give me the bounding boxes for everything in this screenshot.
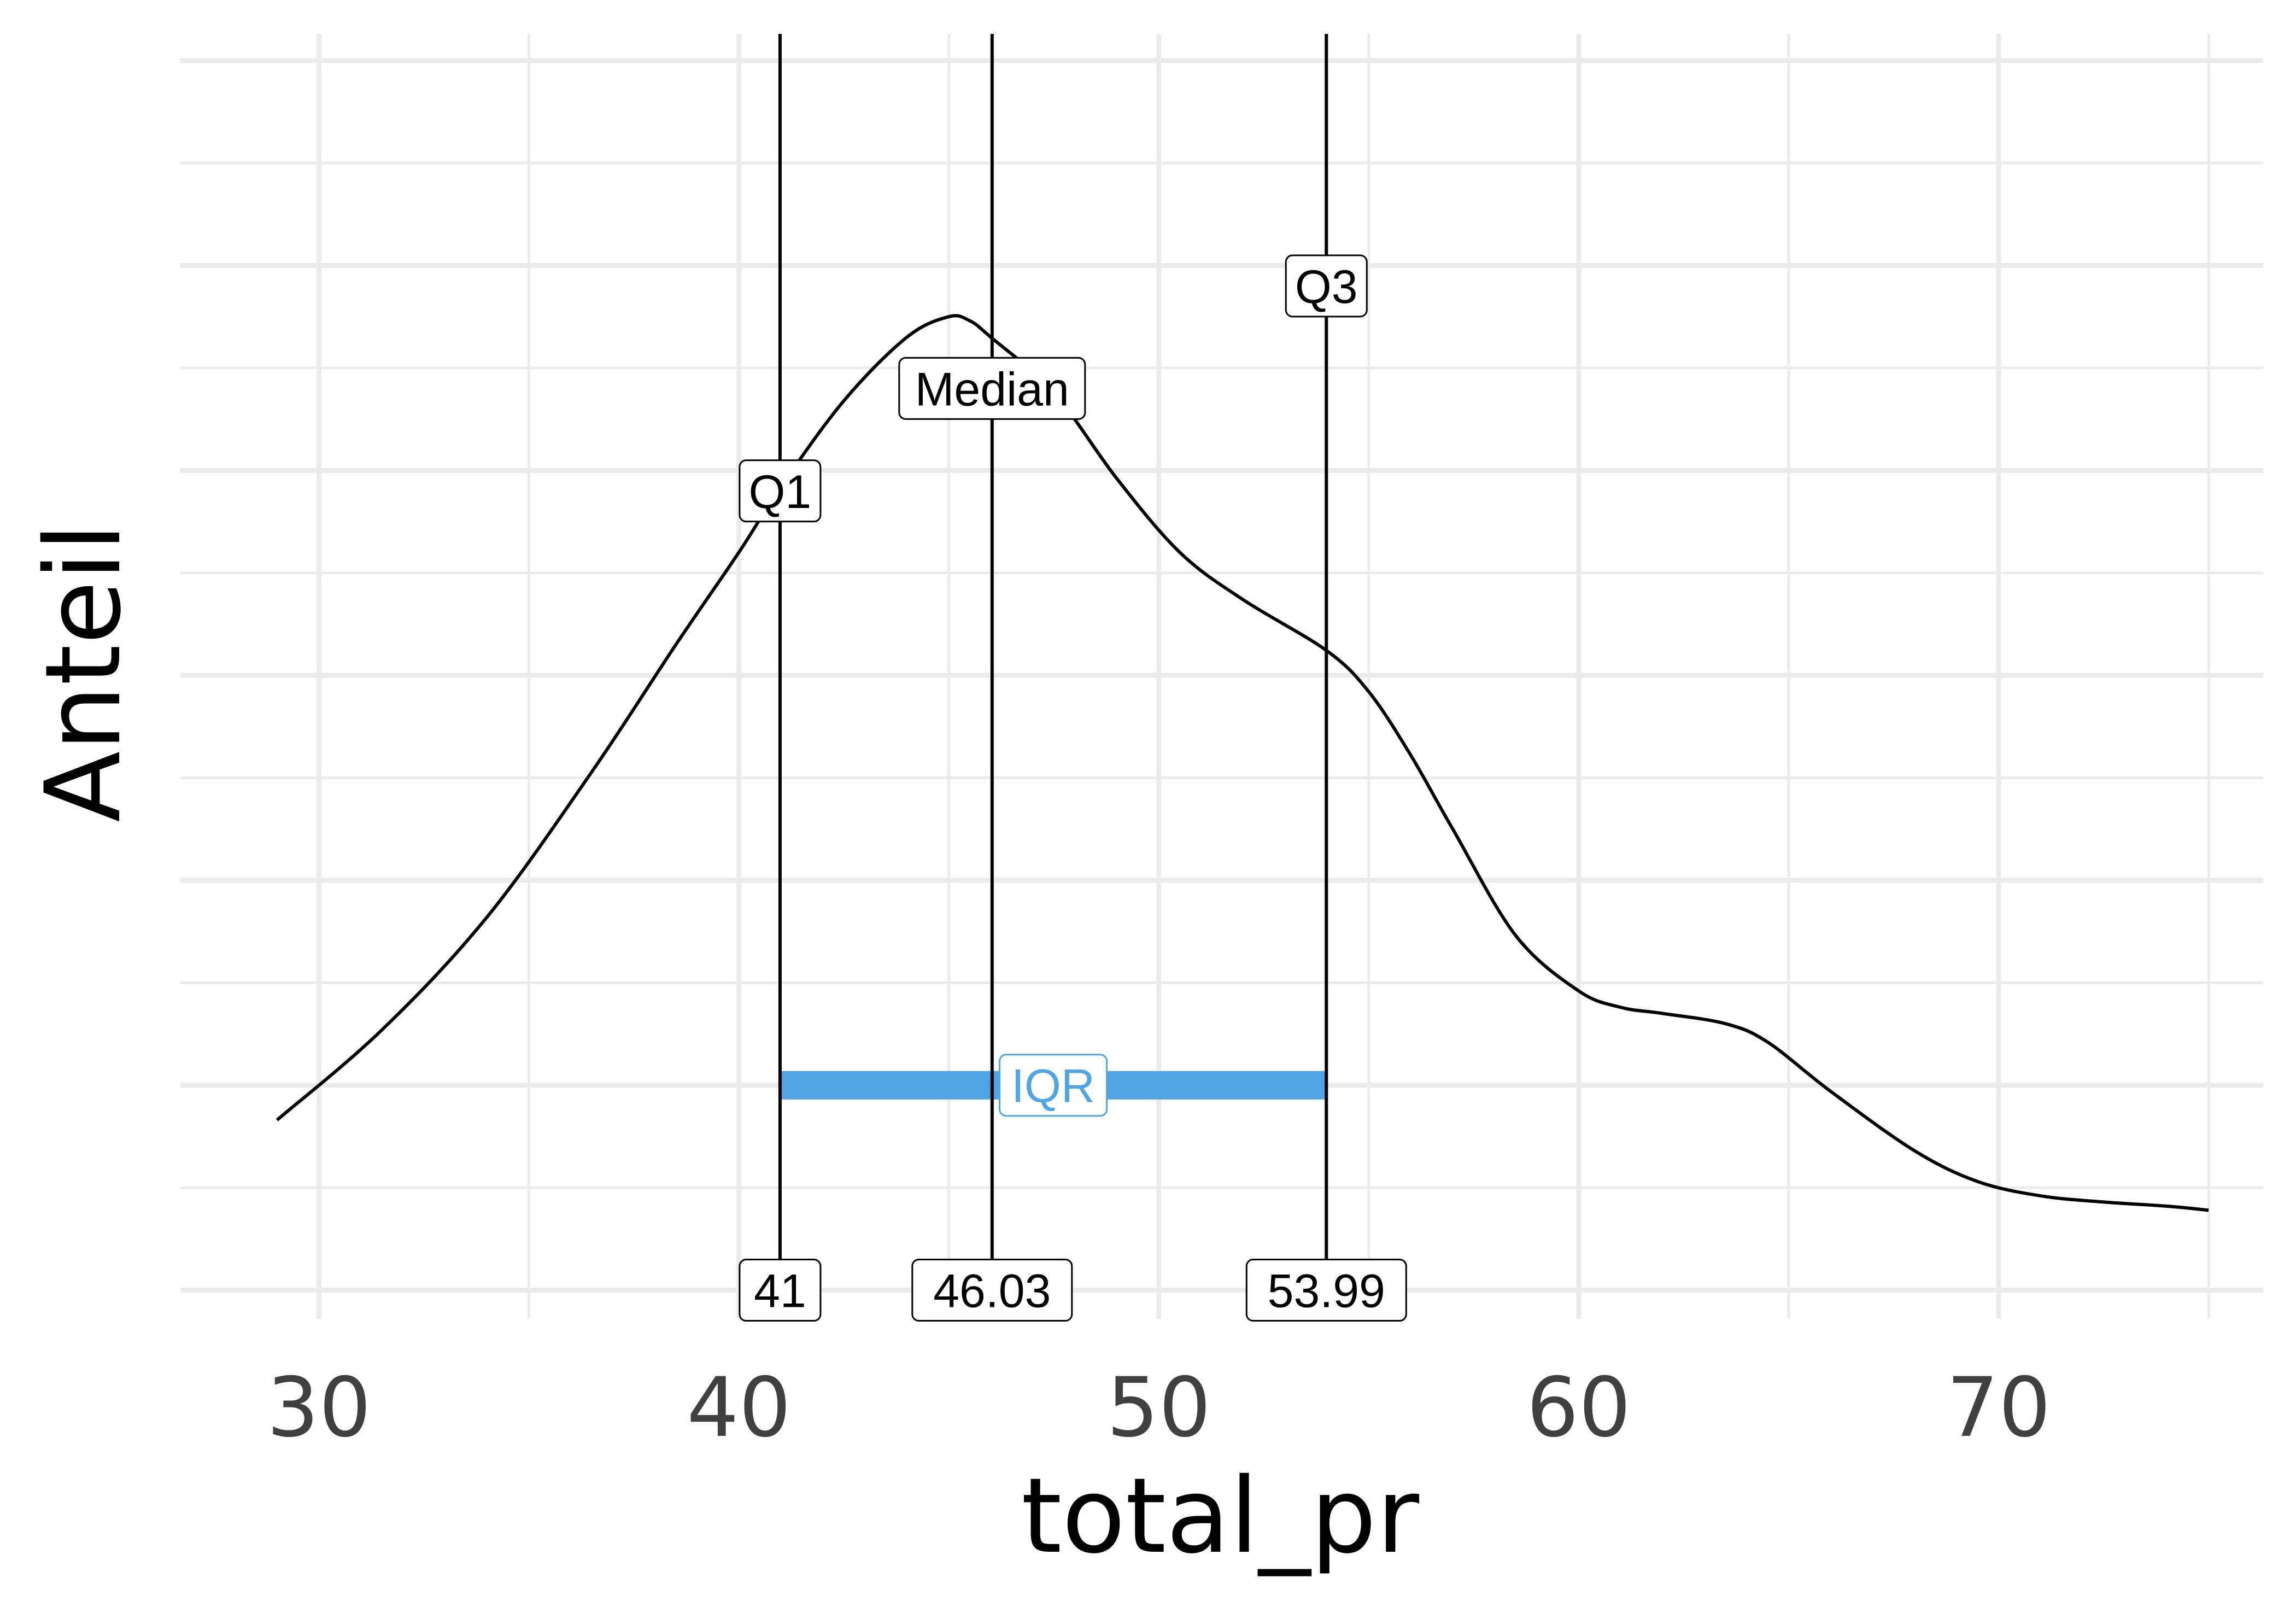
q3-label-box <box>1285 254 1368 318</box>
q3-label: Q3 <box>1285 254 1368 318</box>
density-curve <box>276 314 2209 1212</box>
median-label-box <box>898 357 1086 420</box>
q1-label-box <box>739 459 822 523</box>
x-tick-label: 60 <box>1526 1360 1631 1456</box>
q3-label-text: Q3 <box>1295 261 1358 313</box>
q1-value-label-text: 41 <box>754 1265 806 1318</box>
median-label-text: Median <box>915 363 1069 416</box>
median-label: Median <box>898 357 1086 420</box>
q1-label: Q1 <box>739 459 822 523</box>
q3-value-label-box <box>1245 1259 1407 1322</box>
median-value-label-box <box>911 1259 1073 1322</box>
x-axis-title: total_pr <box>1021 1456 1420 1576</box>
grid <box>180 34 2263 1319</box>
x-tick-label: 70 <box>1947 1360 2051 1456</box>
quartile-labels: Q1 41 Median 46.03 Q3 53.99 IQR <box>739 254 1407 1322</box>
q3-value-label: 53.99 <box>1245 1259 1407 1322</box>
q3-value-label-text: 53.99 <box>1268 1265 1385 1318</box>
iqr-label-box <box>999 1054 1108 1117</box>
iqr-label: IQR <box>999 1054 1108 1117</box>
q1-value-label: 41 <box>739 1259 822 1322</box>
density-curve-group <box>276 314 2209 1212</box>
q1-label-text: Q1 <box>749 466 812 518</box>
x-axis-ticks: 30 40 50 60 70 <box>267 1360 2051 1456</box>
iqr-label-text: IQR <box>1011 1060 1095 1113</box>
x-tick-label: 50 <box>1106 1360 1211 1456</box>
quartile-lines <box>778 34 1328 1319</box>
y-axis-title: Anteil <box>23 523 144 822</box>
x-tick-label: 30 <box>267 1360 371 1456</box>
median-value-label-text: 46.03 <box>933 1265 1051 1318</box>
q1-value-label-box <box>739 1259 822 1322</box>
median-value-label: 46.03 <box>911 1259 1073 1322</box>
x-tick-label: 40 <box>687 1360 791 1456</box>
